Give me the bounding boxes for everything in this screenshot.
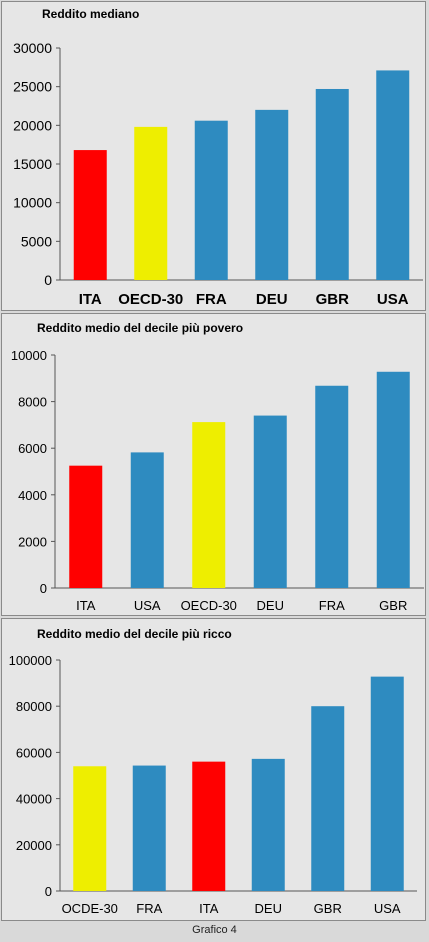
bar-ita <box>192 761 226 891</box>
bar-ocde-30 <box>73 766 107 891</box>
y-tick-label: 40000 <box>16 792 52 807</box>
y-tick-label: 100000 <box>9 653 52 668</box>
chart-svg-poorest-decile: 0 2000 4000 6000 8000 10000 ITA USA OECD-30 DEU FR… <box>11 348 424 613</box>
x-category-label: GBR <box>379 598 407 613</box>
bar-gbr <box>311 706 345 891</box>
bar-deu <box>255 109 289 280</box>
x-category-label: DEU <box>256 291 288 308</box>
y-tick-label: 20000 <box>16 838 52 853</box>
bar-fra <box>132 765 166 891</box>
x-category-label: DEU <box>255 901 282 916</box>
y-tick-label: 60000 <box>16 745 52 760</box>
x-category-label: DEU <box>257 598 284 613</box>
y-tick-label: 15000 <box>13 156 52 172</box>
y-tick-label: 10000 <box>13 195 52 211</box>
bar-ita <box>69 465 103 588</box>
x-category-label: GBR <box>314 901 342 916</box>
bar-usa <box>130 452 164 588</box>
y-tick-label: 5000 <box>21 233 52 249</box>
y-tick-label: 30000 <box>13 40 52 56</box>
bar-usa <box>376 70 410 280</box>
bar-gbr <box>376 371 410 588</box>
y-tick-label: 8000 <box>18 395 47 410</box>
chart-svg-richest-decile: 0 20000 40000 60000 80000 100000 OCDE-30 FRA ITA… <box>9 653 417 916</box>
x-category-label: USA <box>374 901 401 916</box>
x-category-label: ITA <box>76 598 96 613</box>
x-category-label: USA <box>134 598 161 613</box>
chart-svg-median: 0 5000 10000 15000 20000 25000 30000 ITA OECD-30… <box>13 40 423 308</box>
y-tick-label: 2000 <box>18 534 47 549</box>
y-tick-label: 10000 <box>11 348 47 363</box>
x-category-label: GBR <box>316 291 350 308</box>
x-category-label: ITA <box>79 291 102 308</box>
bar-ita <box>73 150 107 280</box>
y-tick-label: 0 <box>40 581 47 596</box>
chart-panel-richest-decile: Reddito medio del decile più ricco 0 2000… <box>1 618 426 921</box>
y-tick-label: 6000 <box>18 441 47 456</box>
bar-fra <box>315 385 349 588</box>
y-tick-label: 25000 <box>13 79 52 95</box>
x-category-label: ITA <box>199 901 219 916</box>
x-category-label: FRA <box>319 598 345 613</box>
chart-panel-median: Reddito mediano 0 5000 10000 15000 20000 2500… <box>1 1 426 311</box>
y-tick-label: 4000 <box>18 488 47 503</box>
bar-usa <box>370 676 404 891</box>
chart-title: Reddito mediano <box>42 7 140 21</box>
y-tick-label: 0 <box>45 884 52 899</box>
bar-oecd-30 <box>134 126 168 280</box>
x-category-label: OECD-30 <box>181 598 237 613</box>
y-tick-label: 0 <box>44 272 52 288</box>
x-category-label: FRA <box>136 901 162 916</box>
bar-deu <box>253 415 287 588</box>
y-tick-label: 20000 <box>13 117 52 133</box>
x-category-label: USA <box>377 291 409 308</box>
x-category-label: OCDE-30 <box>62 901 118 916</box>
chart-title: Reddito medio del decile più ricco <box>37 627 232 641</box>
x-category-label: FRA <box>196 291 227 308</box>
chart-title: Reddito medio del decile più povero <box>37 321 244 335</box>
chart-panel-poorest-decile: Reddito medio del decile più povero 0 200… <box>1 313 426 616</box>
bar-gbr <box>315 88 349 280</box>
bar-oecd-30 <box>192 422 226 588</box>
bar-deu <box>251 758 285 891</box>
bar-fra <box>194 120 228 281</box>
figure-caption: Grafico 4 <box>192 924 237 936</box>
y-tick-label: 80000 <box>16 699 52 714</box>
x-category-label: OECD-30 <box>118 291 183 308</box>
